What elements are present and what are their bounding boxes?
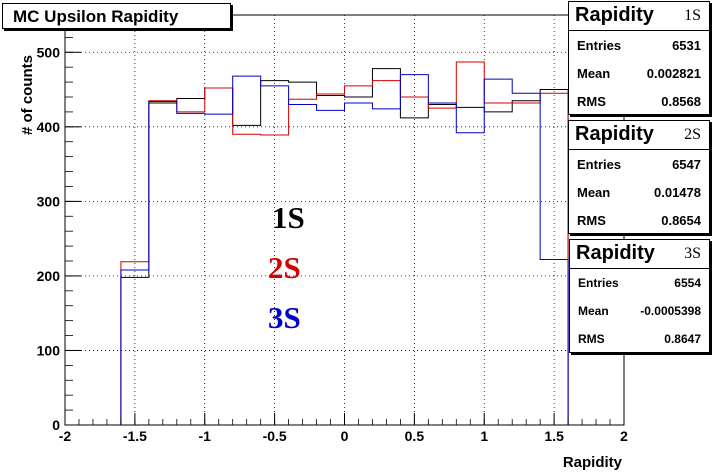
mean-label: Mean: [577, 66, 611, 81]
rms-label: RMS: [577, 213, 606, 228]
grid-lines: [65, 15, 624, 425]
y-tick-label: 300: [37, 193, 61, 209]
x-tick-label: 2: [620, 428, 628, 444]
y-tick-label: 500: [37, 44, 61, 60]
x-tick-label: 1: [480, 428, 488, 444]
mean-label: Mean: [577, 185, 611, 200]
x-tick-label: -0.5: [263, 428, 287, 444]
stats-box-1s: Rapidity 1S Entries 6531 Mean 0.002821 RMS 0…: [568, 1, 710, 115]
stats-subtitle: 3S: [684, 245, 701, 262]
entries-label: Entries: [577, 38, 622, 53]
histogram-lines: [120, 61, 569, 425]
x-tick-label: 1.5: [544, 428, 564, 444]
histogram-series-3s: [120, 74, 569, 425]
y-tick-label: 100: [37, 342, 61, 358]
stats-title: Rapidity: [575, 4, 654, 26]
stats-subtitle: 1S: [684, 7, 701, 24]
stats-title: Rapidity: [575, 123, 654, 145]
stats-title: Rapidity: [576, 242, 655, 264]
mean-value: -0.0005398: [640, 304, 701, 318]
entries-value: 6547: [672, 157, 701, 172]
x-tick-label: -1.5: [123, 428, 147, 444]
x-tick-label: -1: [199, 428, 212, 444]
curve-label-1s: 1S: [272, 200, 305, 235]
x-axis-label: Rapidity: [563, 454, 623, 471]
rms-value: 0.8568: [661, 94, 701, 109]
stats-box-3s: Rapidity 3S Entries 6554 Mean -0.0005398 RM…: [569, 239, 710, 353]
rms-label: RMS: [577, 94, 606, 109]
x-tick-label: -2: [59, 428, 72, 444]
y-tick-label: 0: [52, 417, 60, 433]
entries-label: Entries: [578, 276, 619, 290]
mean-value: 0.01478: [654, 185, 701, 200]
curve-label-2s: 2S: [268, 250, 301, 285]
stats-box-2s: Rapidity 2S Entries 6547 Mean 0.01478 RMS 0.…: [568, 120, 710, 234]
x-tick-label: 0.5: [405, 428, 425, 444]
x-tick-label: 0: [341, 428, 349, 444]
y-tick-label: 200: [37, 268, 61, 284]
mean-value: 0.002821: [646, 66, 701, 81]
rms-label: RMS: [578, 332, 605, 346]
stats-subtitle: 2S: [684, 126, 701, 143]
y-axis-label: # of counts: [19, 55, 36, 135]
entries-value: 6554: [674, 276, 701, 290]
rms-value: 0.8654: [661, 213, 701, 228]
entries-value: 6531: [672, 38, 701, 53]
axes: -2 -1.5 -1 -0.5 0 0.5 1 1.5 2 0 100 200 300 400 500: [37, 22, 628, 444]
rms-value: 0.8647: [664, 332, 701, 346]
histogram-series-1s: [120, 68, 569, 425]
mean-label: Mean: [578, 304, 609, 318]
curve-label-3s: 3S: [268, 300, 301, 335]
y-tick-label: 400: [37, 119, 61, 135]
chart-title: MC Upsilon Rapidity: [2, 3, 231, 29]
entries-label: Entries: [577, 157, 622, 172]
